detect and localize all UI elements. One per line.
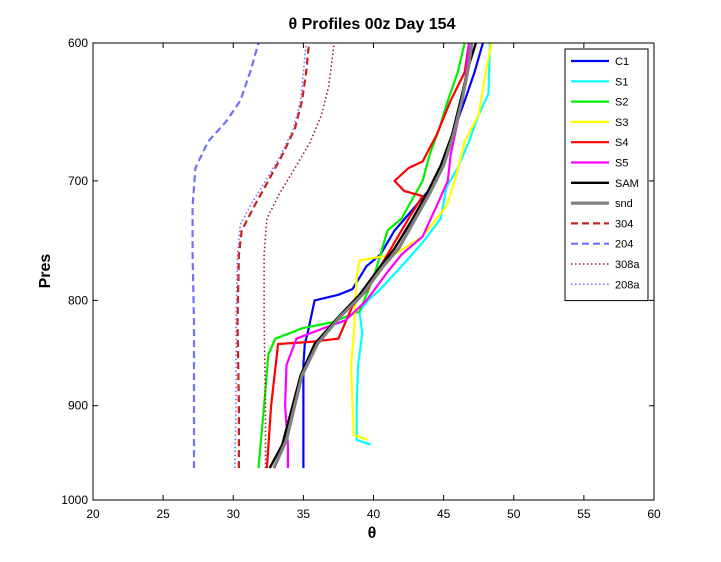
legend: C1 S1 S2 S3 S4 S5 SAM snd 304 204 308a 208a [564, 48, 649, 302]
x-tick-label: 25 [156, 507, 170, 521]
x-axis-label: θ [368, 525, 377, 542]
series-line-s5 [284, 42, 470, 469]
legend-label-sam: SAM [615, 178, 639, 190]
x-tick-label: 50 [507, 507, 521, 521]
y-tick-label: 800 [68, 293, 88, 307]
series-line-208a [233, 42, 307, 469]
series-layer [191, 42, 493, 469]
legend-label-c1: C1 [615, 56, 629, 68]
x-tick-label: 20 [86, 507, 100, 521]
legend-label-s3: S3 [615, 117, 628, 129]
legend-label-s5: S5 [615, 158, 628, 170]
series-line-s1 [355, 42, 491, 446]
y-tick-label: 600 [68, 36, 88, 50]
legend-label-s4: S4 [615, 137, 628, 149]
series-line-s3 [350, 42, 493, 441]
series-line-s2 [257, 42, 466, 469]
series-line-304 [236, 42, 311, 469]
legend-label-308a: 308a [615, 259, 640, 271]
y-tick-label: 900 [68, 399, 88, 413]
legend-label-s1: S1 [615, 76, 628, 88]
legend-label-204: 204 [615, 239, 633, 251]
y-axis-label: Pres [37, 254, 54, 289]
legend-box [564, 48, 649, 302]
ticks-layer: 20 25 30 35 40 45 50 55 60 600 700 800 900 1000 [61, 36, 661, 521]
legend-label-208a: 208a [615, 279, 640, 291]
x-tick-label: 55 [577, 507, 591, 521]
x-tick-label: 60 [647, 507, 661, 521]
legend-label-snd: snd [615, 198, 633, 210]
x-tick-label: 45 [437, 507, 451, 521]
series-line-s4 [265, 42, 470, 469]
legend-label-304: 304 [615, 218, 633, 230]
series-line-snd [272, 42, 474, 469]
chart-title: θ Profiles 00z Day 154 [289, 16, 456, 33]
x-tick-label: 30 [227, 507, 241, 521]
legend-label-s2: S2 [615, 97, 628, 109]
series-line-204 [191, 42, 260, 469]
series-line-308a [263, 42, 335, 469]
y-tick-label: 700 [68, 174, 88, 188]
x-tick-label: 35 [297, 507, 311, 521]
y-tick-label: 1000 [61, 493, 88, 507]
x-tick-label: 40 [367, 507, 381, 521]
